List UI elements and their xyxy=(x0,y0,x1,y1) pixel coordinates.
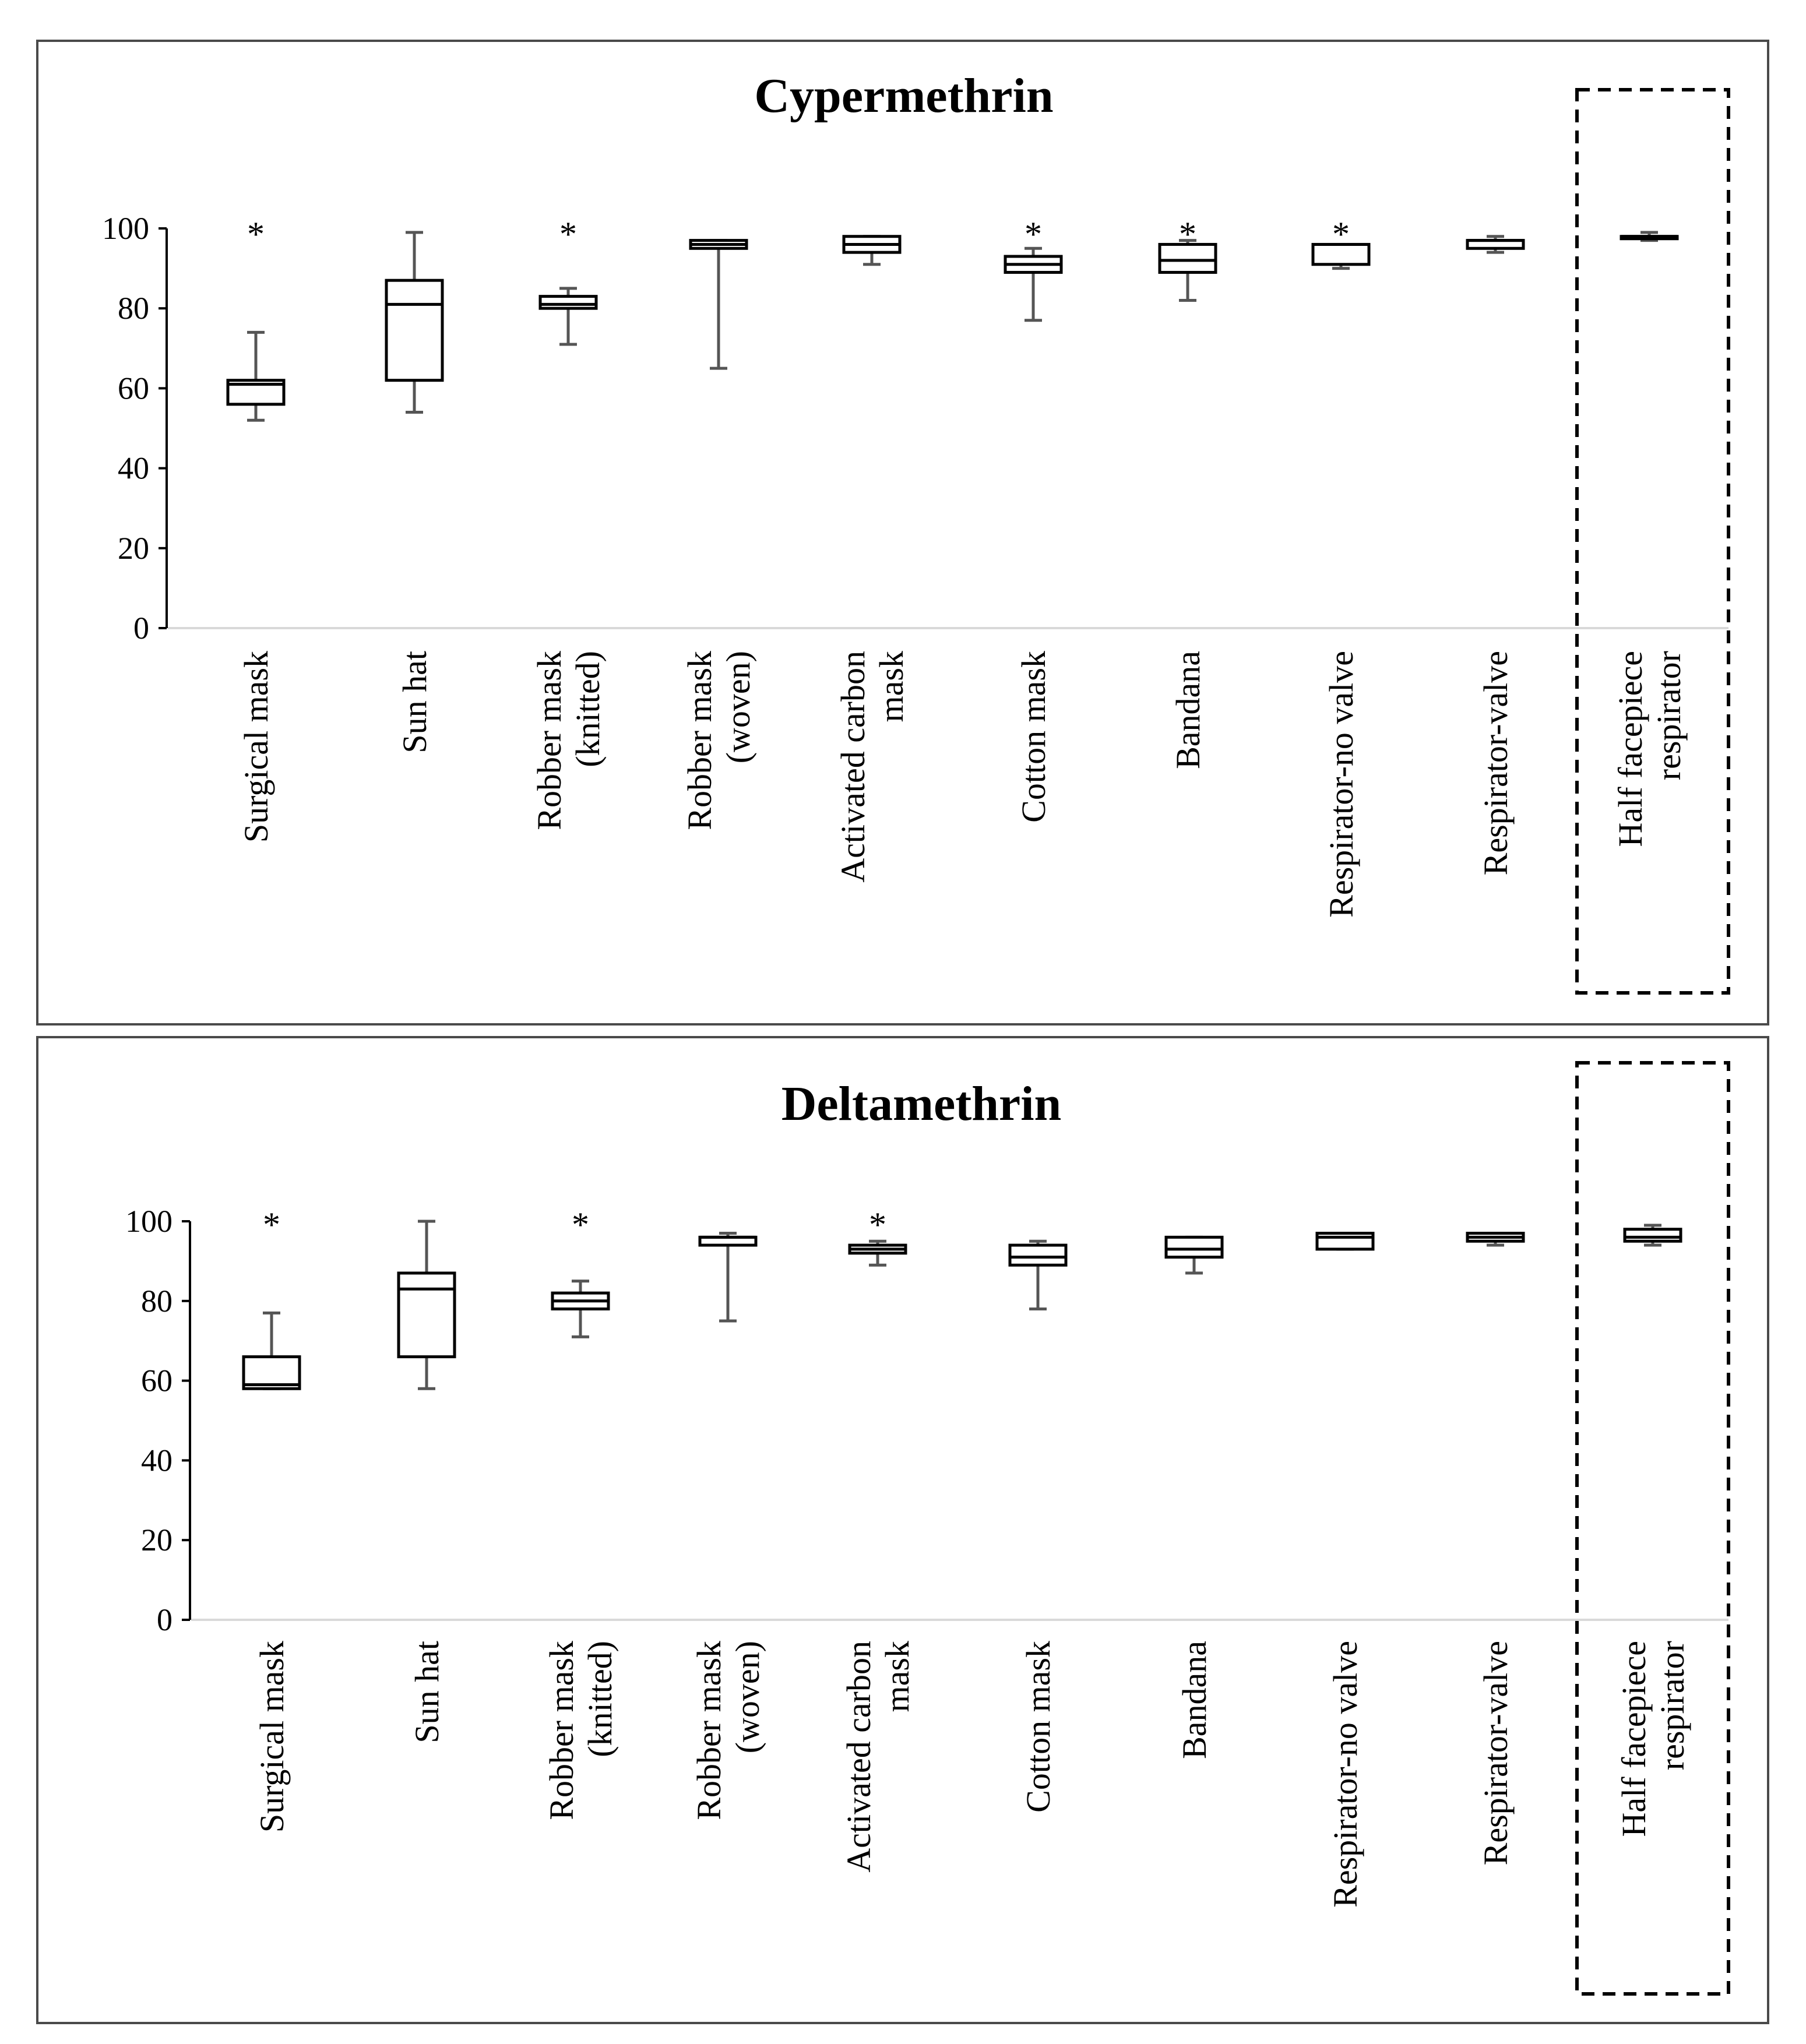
category-label: Respirator-no valve xyxy=(1326,1641,1364,1908)
category-label-line: Sun hat xyxy=(396,651,434,753)
box-iqr xyxy=(1623,1228,1682,1243)
category-label: Respirator-valve xyxy=(1477,651,1515,875)
cypermethrin-panel: Cypermethrin 0 20 40 60 80 100 * Surgical mask Su… xyxy=(36,40,1769,1025)
cypermethrin-chart: Cypermethrin 0 20 40 60 80 100 * Surgical mask Su… xyxy=(102,69,1730,995)
chart-title: Cypermethrin xyxy=(754,69,1053,123)
significance-marker: * xyxy=(247,215,265,253)
y-tick-label: 20 xyxy=(141,1523,172,1557)
category-label-line: Robber mask xyxy=(530,651,568,830)
category-label: Sun hat xyxy=(396,651,434,753)
deltamethrin-panel: Deltamethrin 0 20 40 60 80 100 * Surgical mask Su… xyxy=(36,1036,1769,2024)
highlight-box xyxy=(1575,1061,1730,1996)
y-tick-label: 80 xyxy=(118,291,149,326)
category-label-line: Robber mask xyxy=(681,651,719,830)
category-label-line: Robber mask xyxy=(543,1641,580,1820)
chart-title: Deltamethrin xyxy=(781,1077,1062,1131)
category-label-line: Respirator-no valve xyxy=(1322,651,1360,918)
highlight-box xyxy=(1575,88,1730,995)
box-iqr xyxy=(1008,1243,1068,1267)
category-label-line: Activated carbon xyxy=(840,1641,878,1873)
category-label: Bandana xyxy=(1169,651,1207,769)
category-label-line: respirator xyxy=(1653,1641,1691,1770)
category-label-line: Robber mask xyxy=(690,1641,728,1820)
y-tick-label: 100 xyxy=(102,211,149,246)
y-tick-label: 40 xyxy=(141,1443,172,1478)
category-label-line: (knitted) xyxy=(581,1641,619,1757)
category-label-line: Half facepiece xyxy=(1615,1641,1653,1837)
category-label: Activated carbon mask xyxy=(840,1641,916,1873)
category-label-line: Respirator-valve xyxy=(1477,1641,1515,1865)
category-label-line: (woven) xyxy=(728,1641,766,1753)
category-label-line: respirator xyxy=(1650,651,1688,780)
category-label: Half facepiece respirator xyxy=(1615,1641,1691,1837)
category-label-line: (woven) xyxy=(719,651,757,763)
category-label: Respirator-no valve xyxy=(1322,651,1360,918)
significance-marker: * xyxy=(1332,215,1350,253)
significance-marker: * xyxy=(1025,215,1042,253)
category-label-line: Activated carbon xyxy=(834,651,872,883)
box-iqr xyxy=(1164,1235,1224,1259)
category-label: Robber mask (woven) xyxy=(690,1641,766,1820)
category-label-line: Surgical mask xyxy=(253,1641,291,1832)
category-label-line: Bandana xyxy=(1169,651,1207,769)
category-label: Surgical mask xyxy=(237,651,275,843)
box-iqr xyxy=(1158,242,1217,274)
category-label-line: Cotton mask xyxy=(1019,1641,1057,1813)
category-label: Bandana xyxy=(1175,1641,1213,1759)
significance-marker: * xyxy=(572,1206,589,1244)
category-label: Sun hat xyxy=(408,1641,446,1743)
y-tick-label: 60 xyxy=(141,1363,172,1398)
category-label-line: Sun hat xyxy=(408,1641,446,1743)
y-tick-label: 20 xyxy=(118,531,149,566)
category-label-line: Respirator-valve xyxy=(1477,651,1515,875)
box-iqr xyxy=(1315,1232,1375,1251)
box-iqr xyxy=(385,279,444,382)
significance-marker: * xyxy=(559,215,577,253)
category-label-line: Bandana xyxy=(1175,1641,1213,1759)
category-label-line: mask xyxy=(878,1641,916,1712)
category-label: Half facepiece respirator xyxy=(1611,651,1688,847)
category-label: Robber mask (knitted) xyxy=(543,1641,619,1820)
box-iqr xyxy=(538,295,598,310)
category-label: Surgical mask xyxy=(253,1641,291,1832)
category-label: Robber mask (knitted) xyxy=(530,651,607,830)
category-label: Activated carbon mask xyxy=(834,651,910,883)
category-label-line: (knitted) xyxy=(569,651,607,767)
significance-marker: * xyxy=(869,1206,886,1244)
y-tick-label: 0 xyxy=(133,611,149,646)
category-label-line: Respirator-no valve xyxy=(1326,1641,1364,1908)
y-tick-label: 60 xyxy=(118,371,149,406)
significance-marker: * xyxy=(1179,215,1196,253)
category-label: Respirator-valve xyxy=(1477,1641,1515,1865)
category-label-line: Half facepiece xyxy=(1611,651,1649,847)
y-tick-label: 80 xyxy=(141,1284,172,1319)
category-label: Robber mask (woven) xyxy=(681,651,757,830)
y-tick-label: 0 xyxy=(157,1602,172,1637)
category-label-line: Cotton mask xyxy=(1015,651,1052,823)
category-label: Cotton mask xyxy=(1019,1641,1057,1813)
y-tick-label: 100 xyxy=(125,1204,172,1239)
category-label-line: mask xyxy=(872,651,910,722)
significance-marker: * xyxy=(263,1206,280,1244)
category-label-line: Surgical mask xyxy=(237,651,275,843)
y-tick-label: 40 xyxy=(118,451,149,486)
category-label: Cotton mask xyxy=(1015,651,1052,823)
deltamethrin-chart: Deltamethrin 0 20 40 60 80 100 * Surgical mask Su… xyxy=(125,1061,1730,1996)
box-iqr xyxy=(397,1271,456,1359)
